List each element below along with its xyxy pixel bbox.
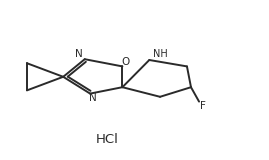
- Text: N: N: [89, 93, 97, 103]
- Text: N: N: [76, 49, 83, 59]
- Text: NH: NH: [153, 49, 168, 59]
- Text: HCl: HCl: [96, 133, 119, 146]
- Text: F: F: [200, 101, 206, 111]
- Text: O: O: [122, 57, 130, 67]
